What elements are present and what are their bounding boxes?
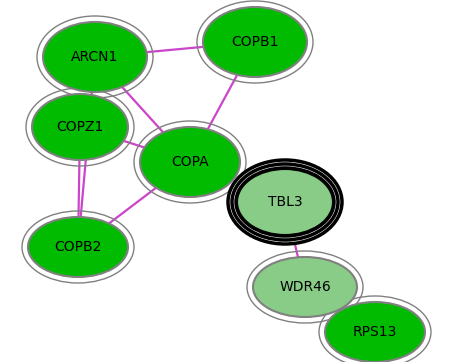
Ellipse shape	[227, 159, 343, 245]
Text: ARCN1: ARCN1	[71, 50, 119, 64]
Text: COPB1: COPB1	[231, 35, 279, 49]
Text: COPZ1: COPZ1	[56, 120, 104, 134]
Ellipse shape	[28, 217, 128, 277]
Ellipse shape	[32, 94, 128, 160]
Ellipse shape	[140, 127, 240, 197]
Ellipse shape	[237, 169, 333, 235]
Ellipse shape	[253, 257, 357, 317]
Text: TBL3: TBL3	[268, 195, 302, 209]
Text: COPB2: COPB2	[54, 240, 101, 254]
Text: RPS13: RPS13	[353, 325, 397, 339]
Ellipse shape	[203, 7, 307, 77]
Ellipse shape	[43, 22, 147, 92]
Text: COPA: COPA	[171, 155, 209, 169]
Ellipse shape	[325, 302, 425, 362]
Text: WDR46: WDR46	[279, 280, 331, 294]
